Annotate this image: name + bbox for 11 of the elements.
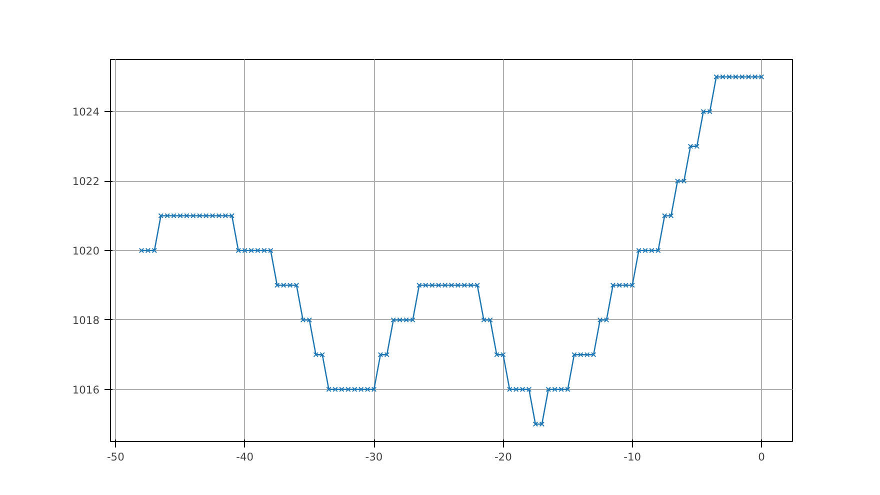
x-tick-label: -30 (365, 450, 383, 464)
y-tick-label: 1018 (72, 314, 100, 327)
y-tick-label: 1022 (72, 175, 100, 188)
x-tick-label: -10 (624, 450, 642, 464)
x-tick-label: 0 (758, 450, 766, 464)
x-tick-label: -50 (106, 450, 125, 464)
x-tick-label: -20 (494, 450, 512, 464)
x-tick-label: -40 (236, 450, 254, 464)
y-tick-label: 1016 (72, 383, 100, 396)
y-tick-label: 1020 (72, 244, 100, 258)
y-tick-label: 1024 (72, 106, 100, 119)
